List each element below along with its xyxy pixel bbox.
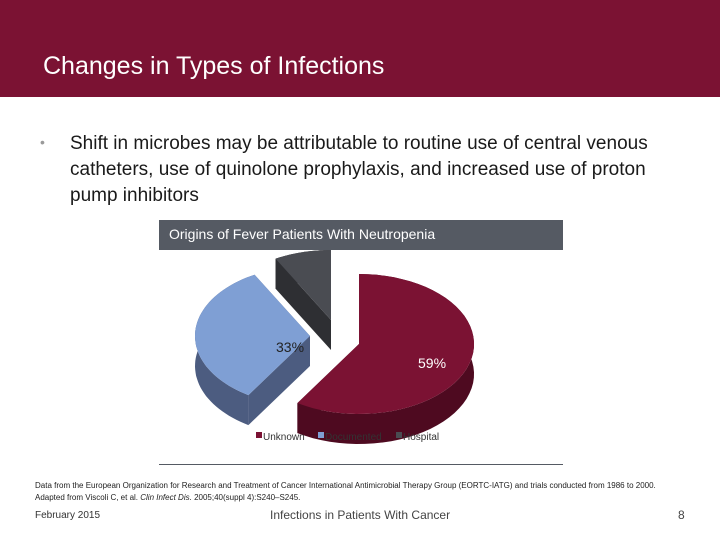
pie-slice-wall xyxy=(248,336,310,426)
footnote-reference: 2005;40(suppl 4):S240–S245. xyxy=(194,493,301,502)
legend-label-hospital: Hospital xyxy=(403,432,439,443)
footnote-citation: Adapted from Viscoli C, et al. xyxy=(35,493,139,502)
footnote-line-1: Data from the European Organization for … xyxy=(35,481,656,490)
pie-slice-top xyxy=(195,274,310,396)
legend-swatch-hospital xyxy=(396,432,402,438)
footnote-line-2: Adapted from Viscoli C, et al. Clin Infe… xyxy=(35,492,695,504)
footer-date: February 2015 xyxy=(35,510,101,521)
legend-swatch-documented xyxy=(318,432,324,438)
footer-title: Infections in Patients With Cancer xyxy=(270,508,451,522)
footnote: Data from the European Organization for … xyxy=(35,480,695,504)
legend-label-unknown: Unknown xyxy=(263,432,305,443)
data-label-unknown: 59% xyxy=(418,355,446,371)
pie-slice-top xyxy=(297,274,474,414)
pie-slice-wall xyxy=(275,258,331,350)
pie-slice-hospital xyxy=(275,250,331,350)
page-number: 8 xyxy=(678,508,685,522)
pie-slice-top xyxy=(275,250,331,320)
bullet-marker: • xyxy=(40,134,45,150)
data-label-hospital: 8% xyxy=(332,301,352,317)
data-label-documented: 33% xyxy=(276,339,304,355)
legend-label-documented: Documented xyxy=(325,432,382,443)
pie-slice-unknown xyxy=(297,274,474,444)
bullet-text: Shift in microbes may be attributable to… xyxy=(70,133,648,206)
chart-title-bar xyxy=(159,220,563,250)
pie-slice-documented xyxy=(195,274,310,426)
title-bar xyxy=(0,0,720,97)
chart-baseline xyxy=(159,464,563,465)
slide-title: Changes in Types of Infections xyxy=(43,52,385,80)
footnote-journal: Clin Infect Dis. xyxy=(140,493,192,502)
legend-swatch-unknown xyxy=(256,432,262,438)
chart-title: Origins of Fever Patients With Neutropen… xyxy=(169,226,436,242)
